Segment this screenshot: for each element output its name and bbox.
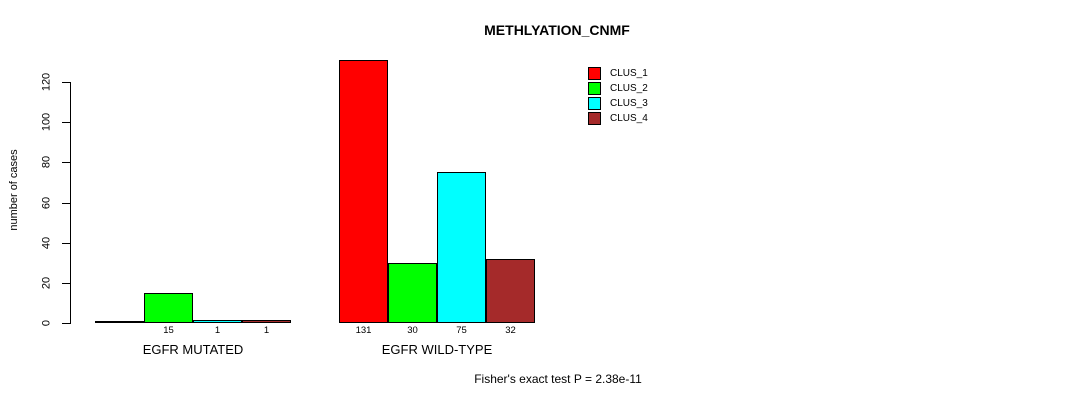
y-tick-mark [62,122,70,123]
y-tick-mark [62,283,70,284]
bar-clus_3-egfr-mutated [193,320,242,323]
bar-value-label: 32 [505,325,516,336]
y-axis-line [70,82,71,324]
y-axis-label: number of cases [8,149,20,231]
bar-clus_2-egfr-wild-type [388,263,437,323]
bar-value-label: 75 [456,325,467,336]
y-tick-mark [62,203,70,204]
category-label: EGFR MUTATED [142,342,244,357]
legend-swatch-clus_1 [588,67,601,80]
bar-value-label: 15 [163,325,174,336]
y-tick-label: 120 [40,72,53,92]
legend-label-clus_1: CLUS_1 [610,68,648,79]
bar-clus_3-egfr-wild-type [437,172,486,323]
annotation-text: Fisher's exact test P = 2.38e-11 [474,372,642,386]
bar-value-label: 131 [355,325,372,336]
y-tick-label: 100 [40,112,53,132]
bar-clus_2-egfr-mutated [144,293,193,323]
bar-value-label: 1 [263,325,270,336]
bar-clus_4-egfr-wild-type [486,259,535,323]
legend-swatch-clus_4 [588,112,601,125]
y-tick-label: 60 [40,196,53,210]
y-tick-mark [62,323,70,324]
category-label: EGFR WILD-TYPE [381,342,493,357]
legend-swatch-clus_3 [588,97,601,110]
legend-label-clus_4: CLUS_4 [610,113,648,124]
legend-swatch-clus_2 [588,82,601,95]
y-tick-mark [62,243,70,244]
bar-clus_1-egfr-mutated [95,321,144,323]
y-tick-label: 20 [40,276,53,290]
legend-label-clus_2: CLUS_2 [610,83,648,94]
bar-value-label: 1 [214,325,221,336]
y-tick-mark [62,162,70,163]
legend-label-clus_3: CLUS_3 [610,98,648,109]
bar-clus_4-egfr-mutated [242,320,291,323]
chart-title: METHLYATION_CNMF [484,22,630,38]
bar-clus_1-egfr-wild-type [339,60,388,323]
bar-value-label: 30 [407,325,418,336]
y-tick-label: 80 [40,155,53,169]
y-tick-mark [62,82,70,83]
y-tick-label: 40 [40,236,53,250]
y-tick-label: 0 [40,319,53,327]
